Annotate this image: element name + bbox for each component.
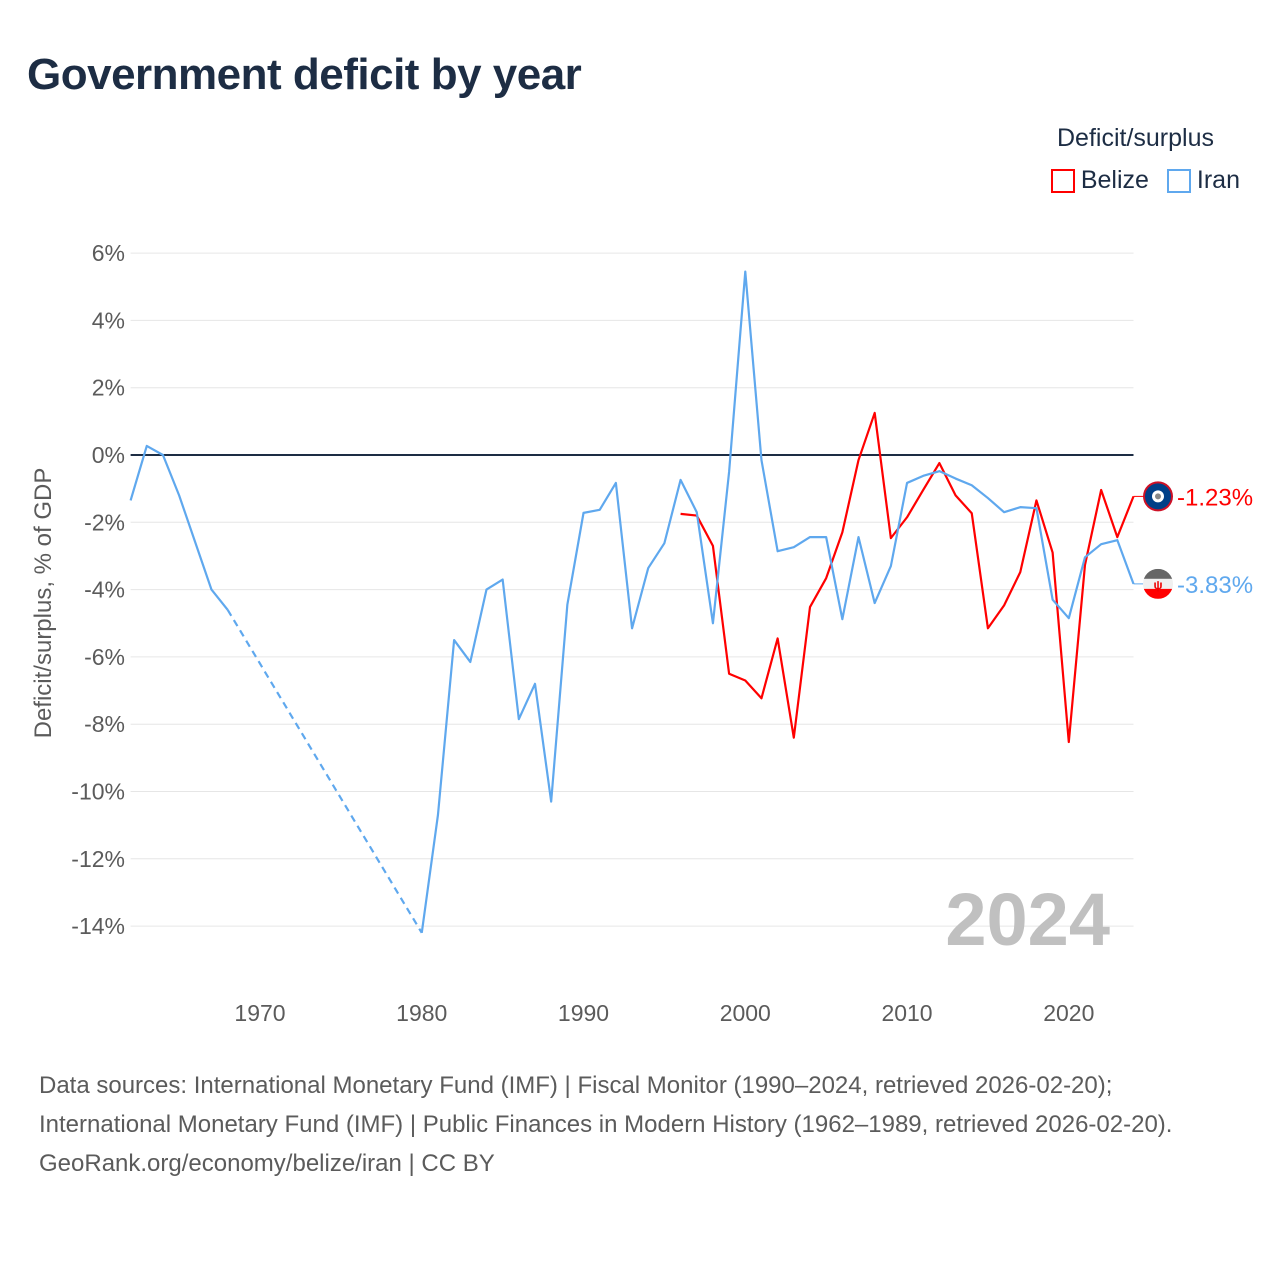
credit-link[interactable]: GeoRank.org/economy/belize/iran | CC BY: [39, 1150, 495, 1177]
legend-title: Deficit/surplus: [1057, 124, 1214, 152]
line-chart: 6% 4% 2% 0% -2% -4% -6% -8% -10% -12% -14% 1970 1980…: [30, 240, 1253, 1026]
x-tick-label: 2020: [1043, 1000, 1094, 1026]
y-tick-label: -6%: [84, 644, 125, 670]
y-tick-label: 6%: [92, 240, 125, 266]
flag-top: [1143, 568, 1173, 579]
end-label-belize: -1.23%: [1177, 484, 1253, 511]
x-tick-label: 2010: [881, 1000, 932, 1026]
legend-swatch-iran: [1166, 168, 1191, 193]
footer: Data sources: International Monetary Fun…: [39, 1066, 1239, 1183]
year-watermark: 2024: [945, 878, 1110, 961]
y-tick-label: -10%: [71, 779, 125, 805]
y-tick-label: -8%: [84, 711, 125, 737]
x-tick-label: 1970: [234, 1000, 285, 1026]
data-sources: Data sources: International Monetary Fun…: [39, 1072, 1173, 1138]
y-tick-label: -14%: [71, 913, 125, 939]
legend: Belize Iran: [1050, 166, 1240, 195]
x-tick-label: 1980: [396, 1000, 447, 1026]
y-tick-label: 4%: [92, 307, 125, 333]
y-axis-label: Deficit/surplus, % of GDP: [30, 468, 57, 739]
series-line-iran: [129, 444, 229, 611]
flag-emblem-center: [1155, 493, 1161, 500]
legend-item-belize[interactable]: Belize: [1050, 166, 1149, 195]
x-tick-label: 2000: [720, 1000, 771, 1026]
flag-bottom: [1143, 588, 1173, 599]
flag-emblem: ψ: [1153, 578, 1162, 592]
y-tick-label: -2%: [84, 509, 125, 535]
flag-mid: [1143, 578, 1173, 589]
end-label-iran: -3.83%: [1177, 572, 1253, 599]
y-tick-label: 2%: [92, 375, 125, 401]
legend-swatch-belize: [1050, 168, 1075, 193]
flag-belize-icon: [1143, 481, 1173, 512]
series-line-iran: [420, 270, 1135, 933]
flag-iran-icon: ψ: [1143, 568, 1173, 599]
legend-label-iran: Iran: [1196, 166, 1240, 194]
legend-item-iran[interactable]: Iran: [1166, 166, 1240, 195]
legend-label-belize: Belize: [1080, 166, 1149, 194]
chart-title: Government deficit by year: [27, 50, 582, 99]
y-tick-label: -4%: [84, 577, 125, 603]
y-tick-label: 0%: [92, 442, 125, 468]
x-tick-label: 1990: [558, 1000, 609, 1026]
series-line-belize: [680, 411, 1135, 744]
series-gap-iran: [226, 609, 423, 934]
y-tick-label: -12%: [71, 846, 125, 872]
